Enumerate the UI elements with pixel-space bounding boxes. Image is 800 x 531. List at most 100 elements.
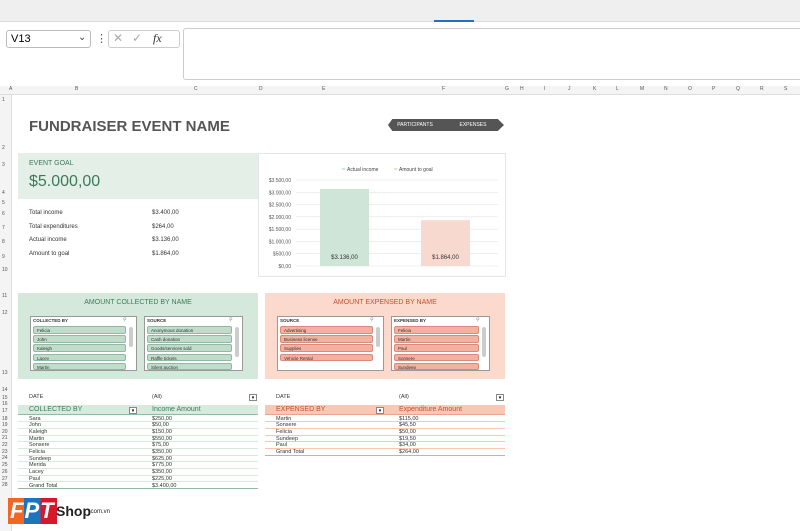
pivot-filter-dropdown[interactable]: ▾ xyxy=(249,394,257,401)
column-header: F xyxy=(442,86,446,92)
name-box-dropdown[interactable]: ⌄ xyxy=(78,32,87,43)
column-header: R xyxy=(760,86,764,92)
pivot-cell: $250,00 xyxy=(152,415,172,422)
row-header: 1 xyxy=(2,97,5,103)
row-header: 9 xyxy=(2,254,5,260)
column-header: O xyxy=(688,86,692,92)
pivot-cell: Sundeep xyxy=(29,455,52,462)
slicer-item[interactable]: Silent auction xyxy=(147,362,232,370)
row-header: 21 xyxy=(2,435,8,441)
pivot-row xyxy=(18,422,258,429)
slicer-item[interactable]: Sonsere xyxy=(394,353,479,362)
slicer-header: SOURCE xyxy=(147,318,167,323)
slicer-item[interactable]: Business license xyxy=(280,335,373,343)
row-header: 11 xyxy=(2,293,8,299)
pivot-header-row xyxy=(18,405,258,415)
row-header: 6 xyxy=(2,211,5,217)
function-icon[interactable]: fx xyxy=(153,31,162,45)
summary-label: Total income xyxy=(29,210,63,216)
row-header: 3 xyxy=(2,162,5,168)
slicer-clear[interactable]: ⚲ xyxy=(123,317,127,323)
pivot-cell: John xyxy=(29,422,41,429)
slicer-item[interactable]: Cash donation xyxy=(147,335,232,343)
slicer-item[interactable]: Supplies xyxy=(280,344,373,352)
column-header: N xyxy=(664,86,668,92)
nav-button[interactable]: EXPENSES xyxy=(442,119,504,131)
row-header: 22 xyxy=(2,442,8,448)
slicer-item[interactable]: Paul xyxy=(394,344,479,352)
slicer-item[interactable]: Advertising xyxy=(280,326,373,334)
slicer-item[interactable]: Martin xyxy=(394,335,479,343)
y-tick-label: $3.500,00 xyxy=(269,178,291,184)
row-header: 2 xyxy=(2,145,5,151)
slicer-scrollbar[interactable] xyxy=(129,327,133,347)
slicer-item[interactable]: Raffle tickets xyxy=(147,353,232,362)
pivot-cell: Sundeep xyxy=(276,435,299,442)
enter-icon[interactable]: ✓ xyxy=(132,31,143,45)
pivot-row xyxy=(18,456,258,463)
slicer-item[interactable]: Martin xyxy=(33,362,126,370)
pivot-row xyxy=(265,449,505,456)
slicer-clear[interactable]: ⚲ xyxy=(476,317,480,323)
row-header: 16 xyxy=(2,401,8,407)
pivot-cell: $350,00 xyxy=(152,449,172,455)
pivot-header-filter[interactable]: ▾ xyxy=(376,407,384,414)
slicer xyxy=(391,316,490,371)
pivot-row xyxy=(18,449,258,456)
slicer-item[interactable]: John xyxy=(33,335,126,343)
row-header: 19 xyxy=(2,422,8,428)
pivot-filter-dropdown[interactable]: ▾ xyxy=(496,394,504,401)
row-header: 24 xyxy=(2,455,8,461)
pivot-header-filter[interactable]: ▾ xyxy=(129,407,137,414)
formula-buttons xyxy=(108,30,180,48)
cancel-icon[interactable]: ✕ xyxy=(113,31,124,45)
chart: $0,00 $500,00 $1.000,00 $1.500,00 $2.000,00 $… xyxy=(269,167,498,270)
column-header: P xyxy=(712,86,716,92)
row-header: 12 xyxy=(2,310,8,316)
name-box[interactable]: V13 xyxy=(6,30,91,48)
pivot-header: Expenditure Amount xyxy=(399,406,463,413)
summary-label: Total expenditures xyxy=(29,223,78,230)
more-icon[interactable]: ⋮ xyxy=(96,33,107,45)
slicer-item[interactable]: Anonymous donation xyxy=(147,326,232,334)
pivot-row xyxy=(265,422,505,429)
column-header: A xyxy=(9,86,13,92)
pivot-row xyxy=(18,436,258,443)
slicer-item[interactable]: Kaleigh xyxy=(33,344,126,352)
pivot-cell: $350,00 xyxy=(152,469,172,476)
slicer-scrollbar[interactable] xyxy=(376,327,380,347)
slicer-item[interactable]: Felicia xyxy=(394,326,479,334)
slicer-item[interactable]: Lacey xyxy=(33,353,126,362)
pivot-cell: $45,50 xyxy=(399,422,416,429)
goal-label: EVENT GOAL xyxy=(29,160,74,167)
pivot-header: COLLECTED BY xyxy=(29,406,83,413)
pivot-cell: $50,00 xyxy=(399,428,416,435)
slicer-title: AMOUNT COLLECTED BY NAME xyxy=(84,299,192,306)
slicer-item[interactable]: Felicia xyxy=(33,326,126,334)
pivot-row xyxy=(18,469,258,476)
pivot-cell: $50,00 xyxy=(152,422,169,429)
row-header: 17 xyxy=(2,408,8,414)
slicer-item[interactable]: Goods/services sold xyxy=(147,344,232,352)
row-header: 26 xyxy=(2,469,8,475)
slicer-clear[interactable]: ⚲ xyxy=(229,317,233,323)
formula-input[interactable] xyxy=(183,28,800,80)
pivot-cell: $75,00 xyxy=(152,442,169,449)
slicer-scrollbar[interactable] xyxy=(482,327,486,357)
pivot-cell: Merida xyxy=(29,462,46,469)
slicer-clear[interactable]: ⚲ xyxy=(370,317,374,323)
pivot-row xyxy=(18,429,258,436)
column-header: D xyxy=(259,86,263,92)
summary-label: Amount to goal xyxy=(29,250,70,257)
column-header: L xyxy=(616,86,619,92)
column-header: G xyxy=(505,86,509,92)
slicer-item[interactable]: Sundeep xyxy=(394,362,479,370)
slicer-scrollbar[interactable] xyxy=(235,327,239,357)
pivot-cell: Grand Total xyxy=(29,482,58,489)
slicer-item[interactable]: Vehicle Rental xyxy=(280,353,373,362)
column-header: J xyxy=(568,86,571,92)
row-header: 28 xyxy=(2,482,8,488)
y-tick-label: $500,00 xyxy=(273,252,291,258)
pivot-header: EXPENSED BY xyxy=(276,406,326,413)
nav-button[interactable]: PARTICIPANTS xyxy=(388,119,442,131)
